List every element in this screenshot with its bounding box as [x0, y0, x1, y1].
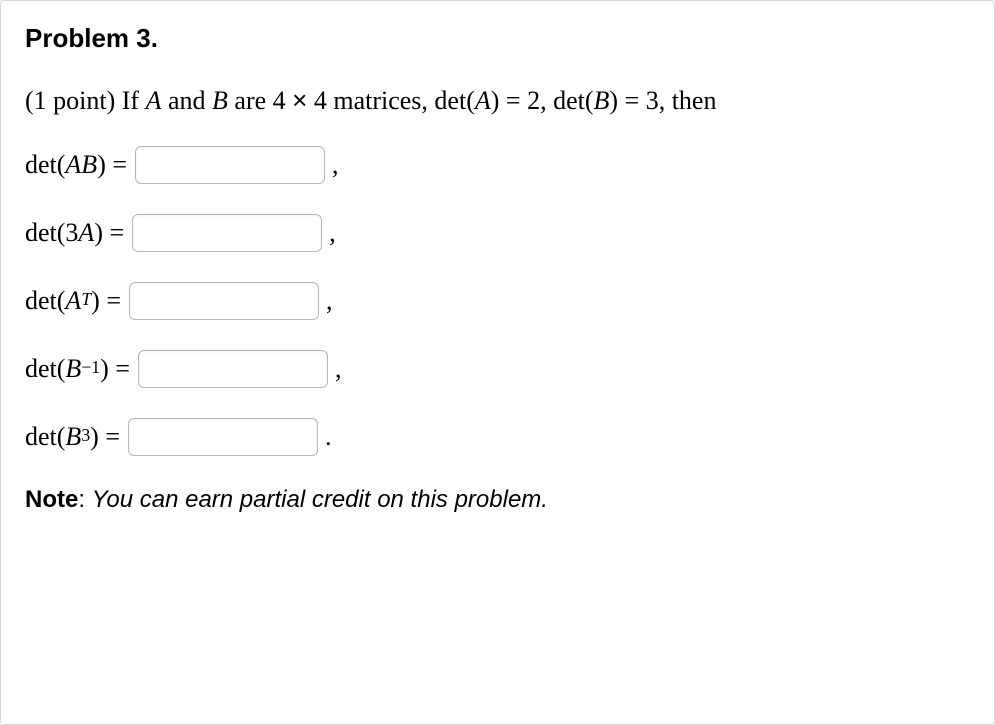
- r4-sup: −1: [81, 359, 100, 377]
- r4-right: ) =: [100, 356, 130, 382]
- note-label: Note: [25, 486, 78, 513]
- r5-left: det(: [25, 424, 65, 450]
- note-line: Note: You can earn partial credit on thi…: [25, 486, 970, 514]
- answer-det-binv-input[interactable]: [138, 350, 328, 388]
- var-b: B: [212, 86, 228, 115]
- var-b-2: B: [594, 86, 610, 115]
- stmt-text-4: 4 matrices, det(: [307, 86, 475, 115]
- stmt-text-2: and: [161, 86, 212, 115]
- answer-det-at-input[interactable]: [129, 282, 319, 320]
- stmt-text-5: ) = 2, det(: [491, 86, 594, 115]
- var-a: A: [146, 86, 162, 115]
- problem-title: Problem 3.: [25, 23, 970, 54]
- r5-sup: 3: [81, 427, 90, 445]
- problem-container: Problem 3. (1 point) If A and B are 4 × …: [0, 0, 995, 725]
- r1-right: ) =: [97, 152, 127, 178]
- row-det-b3: det(B3) = .: [25, 418, 970, 456]
- note-colon: :: [78, 486, 91, 513]
- r4-left: det(: [25, 356, 65, 382]
- r4-var: B: [65, 356, 81, 382]
- row-det-ab: det(AB) = ,: [25, 146, 970, 184]
- r2-right: ) =: [94, 220, 124, 246]
- note-text: You can earn partial credit on this prob…: [92, 486, 548, 513]
- row-det-3a: det(3A) = ,: [25, 214, 970, 252]
- r3-right: ) =: [91, 288, 121, 314]
- r3-left: det(: [25, 288, 65, 314]
- r1-left: det(: [25, 152, 65, 178]
- r2-left: det(3: [25, 220, 78, 246]
- r2-trail: ,: [329, 220, 336, 246]
- stmt-text-3: are 4: [228, 86, 292, 115]
- r1-trail: ,: [332, 152, 339, 178]
- stmt-text-6: ) = 3, then: [609, 86, 716, 115]
- r5-trail: .: [325, 424, 332, 450]
- r2-var: A: [78, 220, 94, 246]
- r1-var: AB: [65, 152, 97, 178]
- points-label: (1 point): [25, 86, 115, 115]
- r5-var: B: [65, 424, 81, 450]
- r4-trail: ,: [335, 356, 342, 382]
- times-symbol: ×: [292, 85, 307, 115]
- answer-det-ab-input[interactable]: [135, 146, 325, 184]
- answer-det-3a-input[interactable]: [132, 214, 322, 252]
- r3-trail: ,: [326, 288, 333, 314]
- r3-sup: T: [81, 291, 91, 309]
- row-det-binv: det(B−1) = ,: [25, 350, 970, 388]
- problem-statement: (1 point) If A and B are 4 × 4 matrices,…: [25, 82, 970, 120]
- answer-det-b3-input[interactable]: [128, 418, 318, 456]
- r3-var: A: [65, 288, 81, 314]
- var-a-2: A: [475, 86, 491, 115]
- stmt-text-1: If: [115, 86, 145, 115]
- row-det-at: det(AT) = ,: [25, 282, 970, 320]
- r5-right: ) =: [90, 424, 120, 450]
